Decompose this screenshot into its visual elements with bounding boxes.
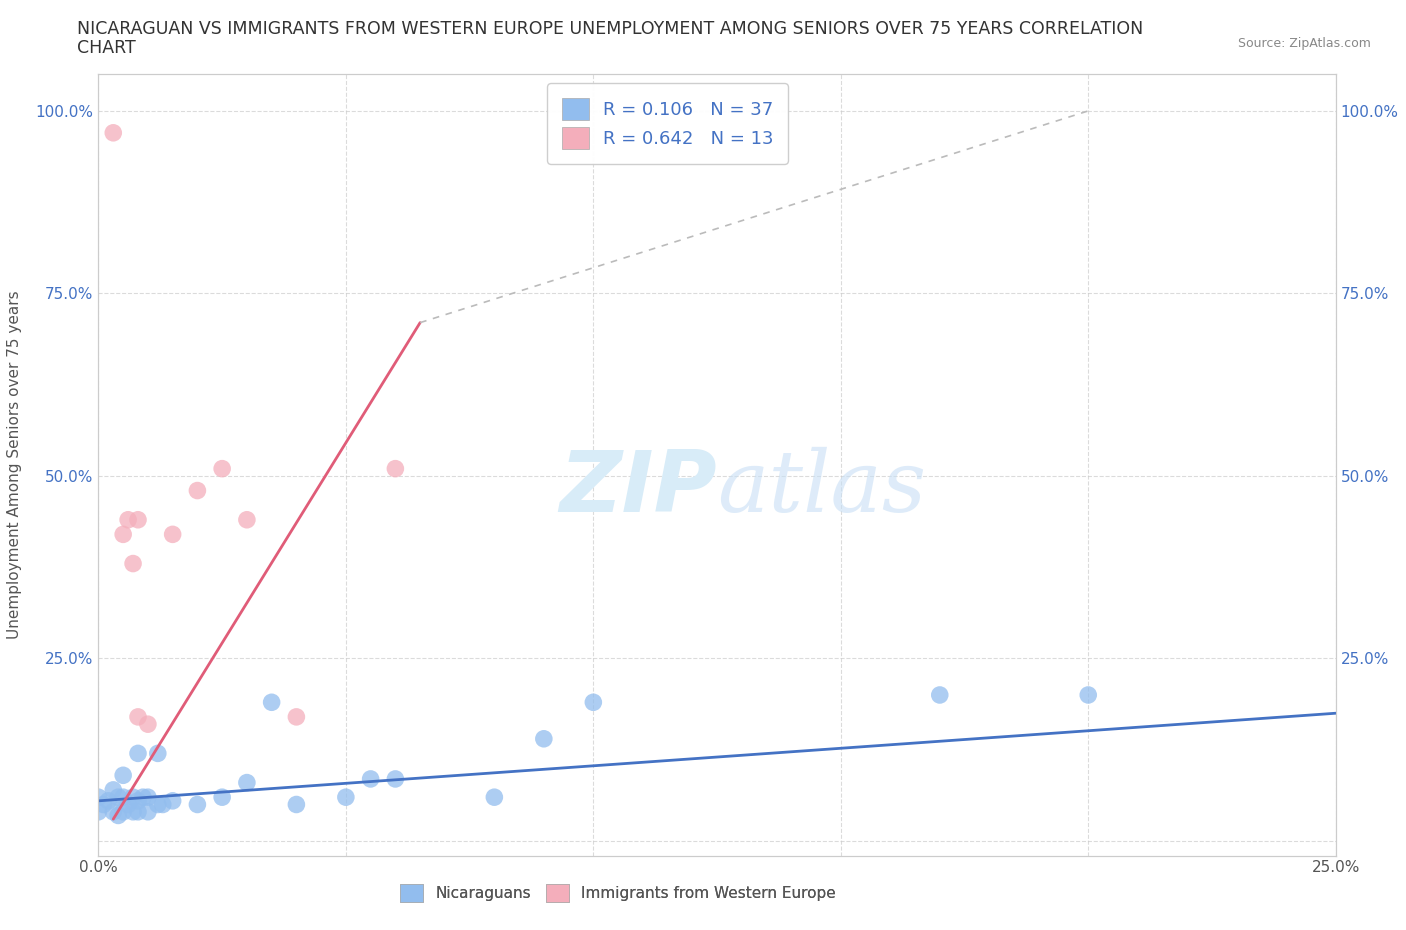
Point xyxy=(360,772,382,787)
Point xyxy=(162,527,184,542)
Point xyxy=(112,768,135,783)
Text: ZIP: ZIP xyxy=(560,447,717,530)
Point xyxy=(335,790,357,804)
Text: atlas: atlas xyxy=(717,447,927,530)
Point xyxy=(236,512,259,527)
Point xyxy=(582,695,605,710)
Point xyxy=(384,461,406,476)
Point xyxy=(146,746,169,761)
Point xyxy=(186,797,208,812)
Point xyxy=(122,804,145,819)
Point xyxy=(136,717,159,732)
Point xyxy=(285,710,308,724)
Point xyxy=(136,804,159,819)
Point xyxy=(152,797,174,812)
Point xyxy=(236,775,259,790)
Point xyxy=(127,512,149,527)
Point xyxy=(1077,687,1099,702)
Point xyxy=(285,797,308,812)
Y-axis label: Unemployment Among Seniors over 75 years: Unemployment Among Seniors over 75 years xyxy=(7,291,21,639)
Point xyxy=(107,790,129,804)
Point xyxy=(97,793,120,808)
Point xyxy=(103,804,125,819)
Point xyxy=(211,461,233,476)
Point xyxy=(112,790,135,804)
Point xyxy=(384,772,406,787)
Point xyxy=(112,527,135,542)
Point xyxy=(928,687,950,702)
Point xyxy=(162,793,184,808)
Point xyxy=(107,808,129,823)
Point xyxy=(260,695,283,710)
Point xyxy=(127,710,149,724)
Legend: Nicaraguans, Immigrants from Western Europe: Nicaraguans, Immigrants from Western Eur… xyxy=(388,871,848,914)
Point xyxy=(132,790,155,804)
Text: CHART: CHART xyxy=(77,39,136,57)
Point xyxy=(87,790,110,804)
Point xyxy=(484,790,506,804)
Point xyxy=(127,793,149,808)
Point xyxy=(122,790,145,804)
Point xyxy=(136,790,159,804)
Point xyxy=(103,126,125,140)
Point xyxy=(127,746,149,761)
Point xyxy=(103,782,125,797)
Point xyxy=(87,804,110,819)
Point xyxy=(117,512,139,527)
Point xyxy=(186,483,208,498)
Point xyxy=(211,790,233,804)
Point xyxy=(93,797,115,812)
Text: Source: ZipAtlas.com: Source: ZipAtlas.com xyxy=(1237,37,1371,50)
Point xyxy=(533,731,555,746)
Point xyxy=(122,556,145,571)
Point xyxy=(127,804,149,819)
Point xyxy=(112,804,135,819)
Point xyxy=(117,797,139,812)
Text: NICARAGUAN VS IMMIGRANTS FROM WESTERN EUROPE UNEMPLOYMENT AMONG SENIORS OVER 75 : NICARAGUAN VS IMMIGRANTS FROM WESTERN EU… xyxy=(77,20,1143,38)
Point xyxy=(146,797,169,812)
